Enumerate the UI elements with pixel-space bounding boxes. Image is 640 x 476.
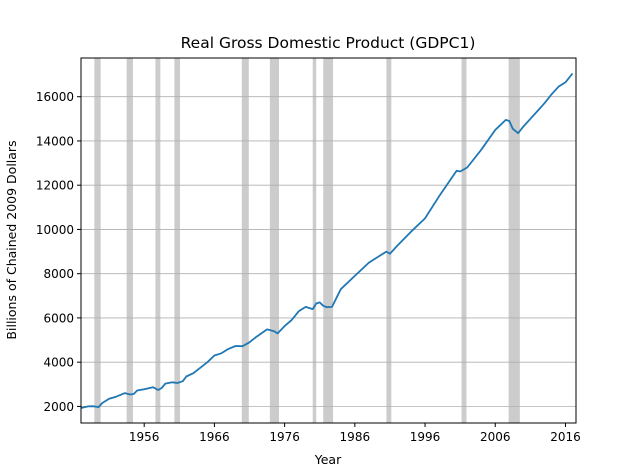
gdp-series-line-1	[80, 72, 574, 409]
gdp-series-layer	[80, 72, 574, 409]
y-tick-label-2000: 2000	[43, 400, 74, 414]
recession-band-5	[241, 58, 249, 423]
recession-band-3	[155, 58, 161, 423]
y-tick-label-14000: 14000	[36, 134, 74, 148]
recession-band-7	[312, 58, 317, 423]
recession-band-2	[126, 58, 133, 423]
x-axis-ticks: 1956 1966 1976 1986 1996 2006 2016	[129, 423, 581, 444]
x-tick-label-1986: 1986	[340, 430, 371, 444]
recession-bands	[94, 58, 520, 423]
recession-band-11	[508, 58, 520, 423]
y-tick-label-4000: 4000	[43, 356, 74, 370]
x-tick-label-1996: 1996	[410, 430, 441, 444]
y-axis-ticks: 2000 4000 6000 8000 10000 12000 14000 16000	[36, 90, 81, 414]
recession-band-8	[323, 58, 334, 423]
recession-band-10	[461, 58, 467, 423]
recession-band-1	[94, 58, 101, 423]
recession-band-4	[174, 58, 180, 423]
y-axis-label: Billions of Chained 2009 Dollars	[4, 140, 19, 339]
x-tick-label-1966: 1966	[199, 430, 230, 444]
recession-band-9	[386, 58, 392, 423]
y-tick-label-10000: 10000	[36, 223, 74, 237]
plot-area-frame	[80, 57, 577, 424]
x-axis-label: Year	[314, 452, 342, 467]
recession-band-6	[269, 58, 279, 423]
x-tick-label-1956: 1956	[129, 430, 160, 444]
y-tick-label-12000: 12000	[36, 179, 74, 193]
chart-title: Real Gross Domestic Product (GDPC1)	[181, 34, 476, 52]
y-tick-label-16000: 16000	[36, 90, 74, 104]
y-tick-label-8000: 8000	[43, 267, 74, 281]
y-tick-label-6000: 6000	[43, 311, 74, 325]
x-tick-label-2016: 2016	[550, 430, 581, 444]
x-tick-label-2006: 2006	[480, 430, 511, 444]
y-gridlines	[81, 96, 576, 407]
x-tick-label-1976: 1976	[269, 430, 300, 444]
